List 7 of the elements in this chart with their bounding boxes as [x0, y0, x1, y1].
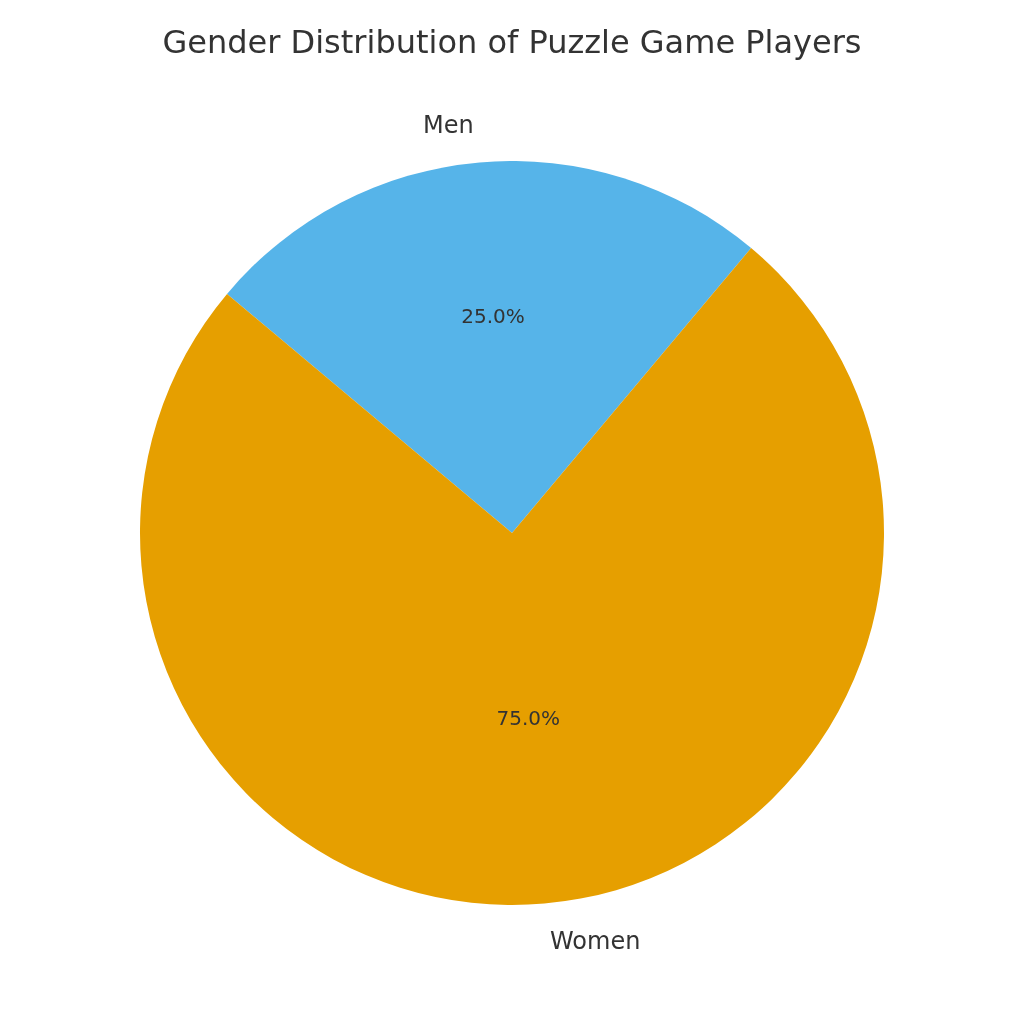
slice-label: Men [423, 111, 474, 139]
data-label: 25.0% [461, 303, 525, 328]
data-label: 75.0% [496, 706, 560, 731]
pie-slice [140, 248, 884, 905]
chart-title: Gender Distribution of Puzzle Game Players [162, 23, 862, 62]
pie-slice [227, 161, 752, 533]
slice-label: Women [550, 927, 641, 955]
